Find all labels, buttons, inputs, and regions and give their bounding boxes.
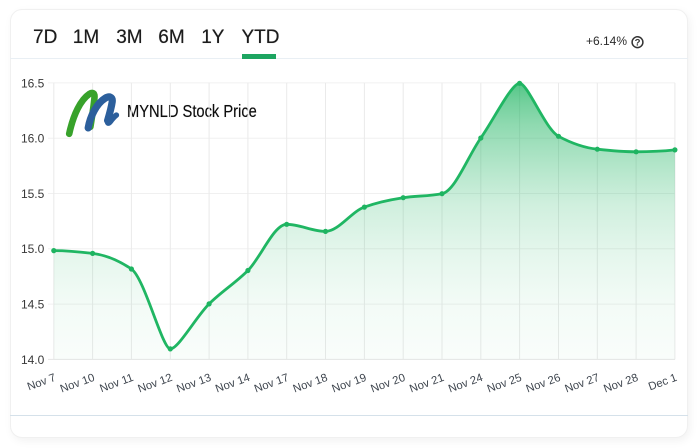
svg-text:14.0: 14.0 (21, 353, 45, 367)
svg-text:Nov 27: Nov 27 (563, 372, 601, 396)
svg-text:Nov 19: Nov 19 (330, 372, 368, 396)
svg-text:Nov 25: Nov 25 (486, 372, 524, 396)
svg-text:Nov 28: Nov 28 (602, 372, 640, 396)
svg-text:Nov 18: Nov 18 (292, 372, 330, 396)
svg-text:Dec 1: Dec 1 (647, 372, 679, 393)
svg-text:?: ? (635, 38, 641, 49)
svg-text:16.5: 16.5 (21, 76, 45, 90)
svg-text:Nov 26: Nov 26 (525, 372, 563, 396)
svg-text:Nov 14: Nov 14 (214, 372, 252, 396)
svg-text:Nov 7: Nov 7 (26, 372, 58, 393)
svg-text:16.0: 16.0 (21, 132, 45, 146)
svg-text:15.0: 15.0 (21, 242, 45, 256)
svg-text:15.5: 15.5 (21, 187, 45, 201)
svg-text:14.5: 14.5 (21, 298, 45, 312)
svg-text:Nov 17: Nov 17 (253, 372, 291, 396)
svg-text:Nov 11: Nov 11 (98, 372, 135, 395)
svg-text:Nov 21: Nov 21 (408, 372, 446, 396)
svg-text:Nov 13: Nov 13 (175, 372, 213, 396)
svg-text:Nov 20: Nov 20 (369, 372, 407, 396)
svg-text:Nov 24: Nov 24 (447, 372, 485, 396)
svg-text:Nov 10: Nov 10 (59, 372, 97, 396)
svg-text:Nov 12: Nov 12 (136, 372, 174, 396)
